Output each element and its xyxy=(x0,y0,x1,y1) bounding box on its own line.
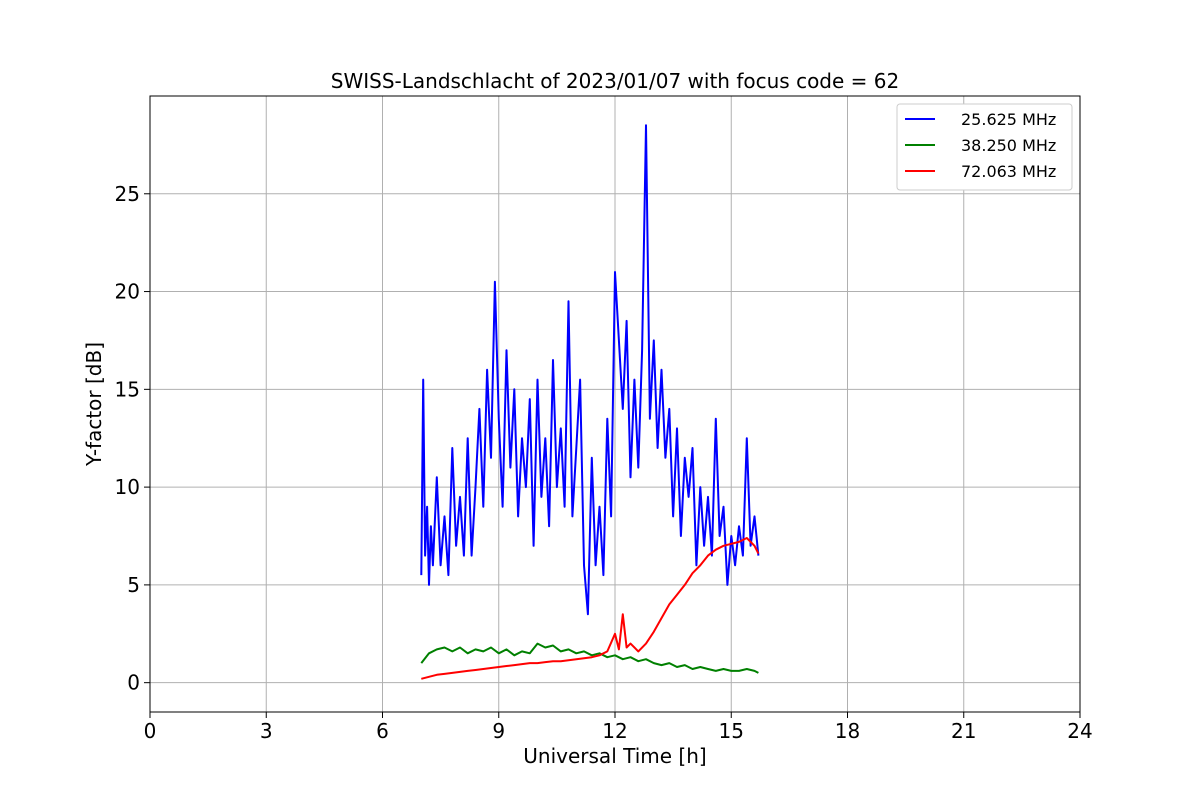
x-tick-label: 18 xyxy=(835,719,860,743)
y-tick-label: 15 xyxy=(115,377,140,401)
y-tick-label: 5 xyxy=(127,573,140,597)
chart-title: SWISS-Landschlacht of 2023/01/07 with fo… xyxy=(331,69,899,93)
y-tick-label: 20 xyxy=(115,280,140,304)
y-tick-label: 25 xyxy=(115,182,140,206)
y-tick-label: 10 xyxy=(115,475,140,499)
x-tick-label: 15 xyxy=(719,719,744,743)
x-tick-label: 6 xyxy=(376,719,389,743)
y-tick-label: 0 xyxy=(127,671,140,695)
x-tick-label: 21 xyxy=(951,719,976,743)
series-layer xyxy=(420,124,760,680)
legend-label: 25.625 MHz xyxy=(961,110,1056,129)
legend-label: 72.063 MHz xyxy=(961,162,1056,181)
series-line-2 xyxy=(420,642,759,674)
series-line-3 xyxy=(421,537,760,680)
x-axis-title: Universal Time [h] xyxy=(523,744,706,768)
y-axis-title: Y-factor [dB] xyxy=(82,342,106,467)
legend: 25.625 MHz 38.250 MHz 72.063 MHz xyxy=(896,103,1073,191)
x-tick-label: 9 xyxy=(492,719,505,743)
series-line-1 xyxy=(420,124,760,616)
legend-label: 38.250 MHz xyxy=(961,136,1056,155)
legend-box xyxy=(896,103,1073,191)
x-tick-label: 3 xyxy=(260,719,273,743)
x-tick-label: 24 xyxy=(1067,719,1092,743)
ticks: 0 3 6 9 12 15 18 21 24 0 5 10 15 20 25 xyxy=(115,182,1093,743)
x-tick-label: 0 xyxy=(144,719,157,743)
x-tick-label: 12 xyxy=(602,719,627,743)
